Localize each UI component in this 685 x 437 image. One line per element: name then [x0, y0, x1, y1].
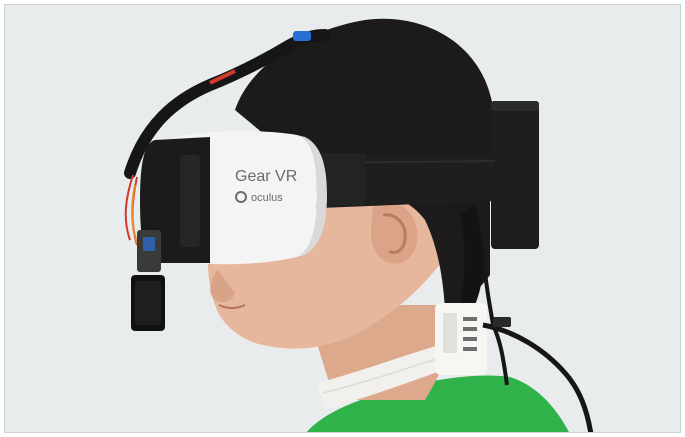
gear-vr-label: Gear VR	[235, 168, 297, 185]
vr-headset-photo: Gear VR oculus	[5, 5, 680, 432]
sensor-cable	[482, 322, 594, 432]
neck-sensor-module	[435, 303, 487, 375]
oculus-logo-icon	[235, 191, 247, 203]
ear	[370, 202, 418, 264]
mouth	[218, 304, 246, 309]
green-shirt	[306, 375, 569, 432]
oculus-label: oculus	[251, 192, 283, 204]
neck-band	[317, 343, 457, 409]
photo-frame: Gear VR oculus	[4, 4, 681, 433]
cable-blue-clip	[293, 31, 311, 41]
nose	[210, 270, 235, 303]
back-battery-box	[491, 101, 539, 249]
